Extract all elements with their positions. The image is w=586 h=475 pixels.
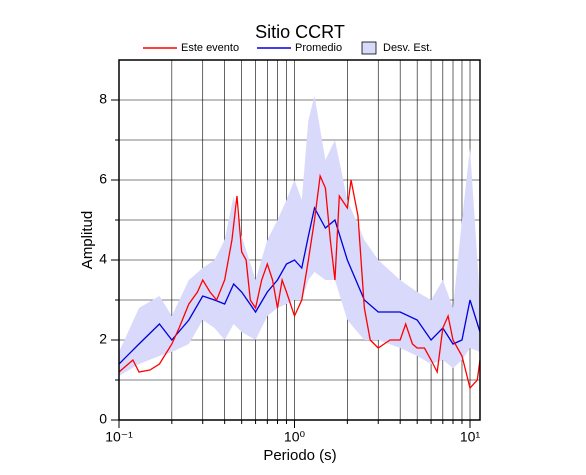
y-tick-label: 0 <box>99 411 107 427</box>
x-tick-label: 10⁻¹ <box>105 429 133 445</box>
legend-swatch <box>361 41 377 55</box>
legend-label: Promedio <box>295 42 342 54</box>
series-line <box>118 206 481 365</box>
x-tick-label: 10¹ <box>460 429 481 445</box>
series-line <box>118 173 481 390</box>
chart-title: Sitio CCRT <box>255 22 345 42</box>
std-band <box>119 96 480 376</box>
y-tick-label: 2 <box>99 331 107 347</box>
plot-frame <box>118 59 481 421</box>
x-tick-label: 10⁰ <box>284 429 306 445</box>
legend-label: Este evento <box>181 42 239 54</box>
legend-label: Desv. Est. <box>383 42 432 54</box>
y-axis-label: Amplitud <box>79 211 96 269</box>
x-axis-label: Periodo (s) <box>263 447 336 464</box>
y-tick-label: 6 <box>99 171 107 187</box>
y-tick-label: 4 <box>99 251 107 267</box>
y-tick-label: 8 <box>99 91 107 107</box>
